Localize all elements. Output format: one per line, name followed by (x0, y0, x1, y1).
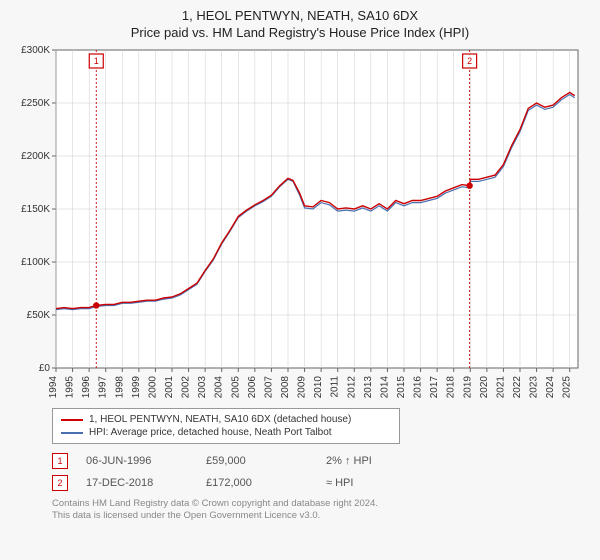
svg-text:2008: 2008 (280, 376, 291, 399)
title-subtitle: Price paid vs. HM Land Registry's House … (14, 25, 586, 40)
event-row: 2 17-DEC-2018 £172,000 ≈ HPI (52, 472, 586, 494)
svg-text:1: 1 (94, 56, 99, 66)
svg-text:1998: 1998 (114, 376, 125, 399)
legend: 1, HEOL PENTWYN, NEATH, SA10 6DX (detach… (52, 408, 400, 444)
svg-text:£200K: £200K (21, 151, 50, 162)
svg-text:2: 2 (467, 56, 472, 66)
svg-text:1996: 1996 (81, 376, 92, 399)
svg-text:1995: 1995 (65, 376, 76, 399)
footer: Contains HM Land Registry data © Crown c… (52, 498, 586, 523)
event-row: 1 06-JUN-1996 £59,000 2% ↑ HPI (52, 450, 586, 472)
legend-label: HPI: Average price, detached house, Neat… (89, 427, 332, 438)
legend-swatch (61, 432, 83, 434)
svg-text:2007: 2007 (263, 376, 274, 399)
svg-text:£300K: £300K (21, 46, 50, 56)
svg-text:2025: 2025 (562, 376, 573, 399)
svg-text:£50K: £50K (27, 310, 51, 321)
svg-text:2016: 2016 (413, 376, 424, 399)
title-address: 1, HEOL PENTWYN, NEATH, SA10 6DX (14, 8, 586, 23)
svg-text:2009: 2009 (297, 376, 308, 399)
footer-line2: This data is licensed under the Open Gov… (52, 510, 586, 522)
svg-text:2002: 2002 (181, 376, 192, 399)
svg-text:2011: 2011 (330, 376, 341, 398)
legend-row: HPI: Average price, detached house, Neat… (61, 426, 391, 439)
svg-text:£150K: £150K (21, 204, 50, 215)
svg-text:2022: 2022 (512, 376, 523, 399)
svg-text:2000: 2000 (147, 376, 158, 399)
svg-text:£100K: £100K (21, 257, 50, 268)
event-price: £172,000 (206, 477, 308, 489)
svg-text:2024: 2024 (545, 376, 556, 399)
svg-text:2010: 2010 (313, 376, 324, 399)
svg-text:1994: 1994 (48, 376, 59, 399)
event-delta: 2% ↑ HPI (326, 455, 428, 467)
legend-label: 1, HEOL PENTWYN, NEATH, SA10 6DX (detach… (89, 414, 351, 425)
event-delta: ≈ HPI (326, 477, 428, 489)
svg-text:2017: 2017 (429, 376, 440, 399)
svg-text:2019: 2019 (462, 376, 473, 399)
svg-text:1999: 1999 (131, 376, 142, 399)
svg-text:2015: 2015 (396, 376, 407, 399)
legend-row: 1, HEOL PENTWYN, NEATH, SA10 6DX (detach… (61, 413, 391, 426)
svg-text:2004: 2004 (214, 376, 225, 399)
event-badge: 2 (52, 475, 68, 491)
svg-text:2012: 2012 (346, 376, 357, 399)
event-price: £59,000 (206, 455, 308, 467)
svg-text:2018: 2018 (446, 376, 457, 399)
event-date: 06-JUN-1996 (86, 455, 188, 467)
svg-text:2003: 2003 (197, 376, 208, 399)
events-table: 1 06-JUN-1996 £59,000 2% ↑ HPI 2 17-DEC-… (52, 450, 586, 494)
svg-text:2001: 2001 (164, 376, 175, 399)
svg-text:2021: 2021 (495, 376, 506, 399)
svg-text:2005: 2005 (230, 376, 241, 399)
chart-area: £0 £50K £100K £150K £200K £250K £300K 1994 1995 1… (14, 46, 586, 404)
event-date: 17-DEC-2018 (86, 477, 188, 489)
svg-text:2013: 2013 (363, 376, 374, 399)
event-badge: 1 (52, 453, 68, 469)
svg-text:2006: 2006 (247, 376, 258, 399)
svg-text:£0: £0 (39, 363, 51, 374)
svg-text:1997: 1997 (98, 376, 109, 399)
footer-line1: Contains HM Land Registry data © Crown c… (52, 498, 586, 510)
chart-svg: £0 £50K £100K £150K £200K £250K £300K 1994 1995 1… (14, 46, 586, 404)
svg-text:2023: 2023 (529, 376, 540, 399)
legend-swatch (61, 419, 83, 421)
svg-text:2020: 2020 (479, 376, 490, 399)
chart-frame: 1, HEOL PENTWYN, NEATH, SA10 6DX Price p… (0, 0, 600, 560)
titles: 1, HEOL PENTWYN, NEATH, SA10 6DX Price p… (14, 8, 586, 40)
svg-text:£250K: £250K (21, 98, 50, 109)
svg-text:2014: 2014 (379, 376, 390, 399)
